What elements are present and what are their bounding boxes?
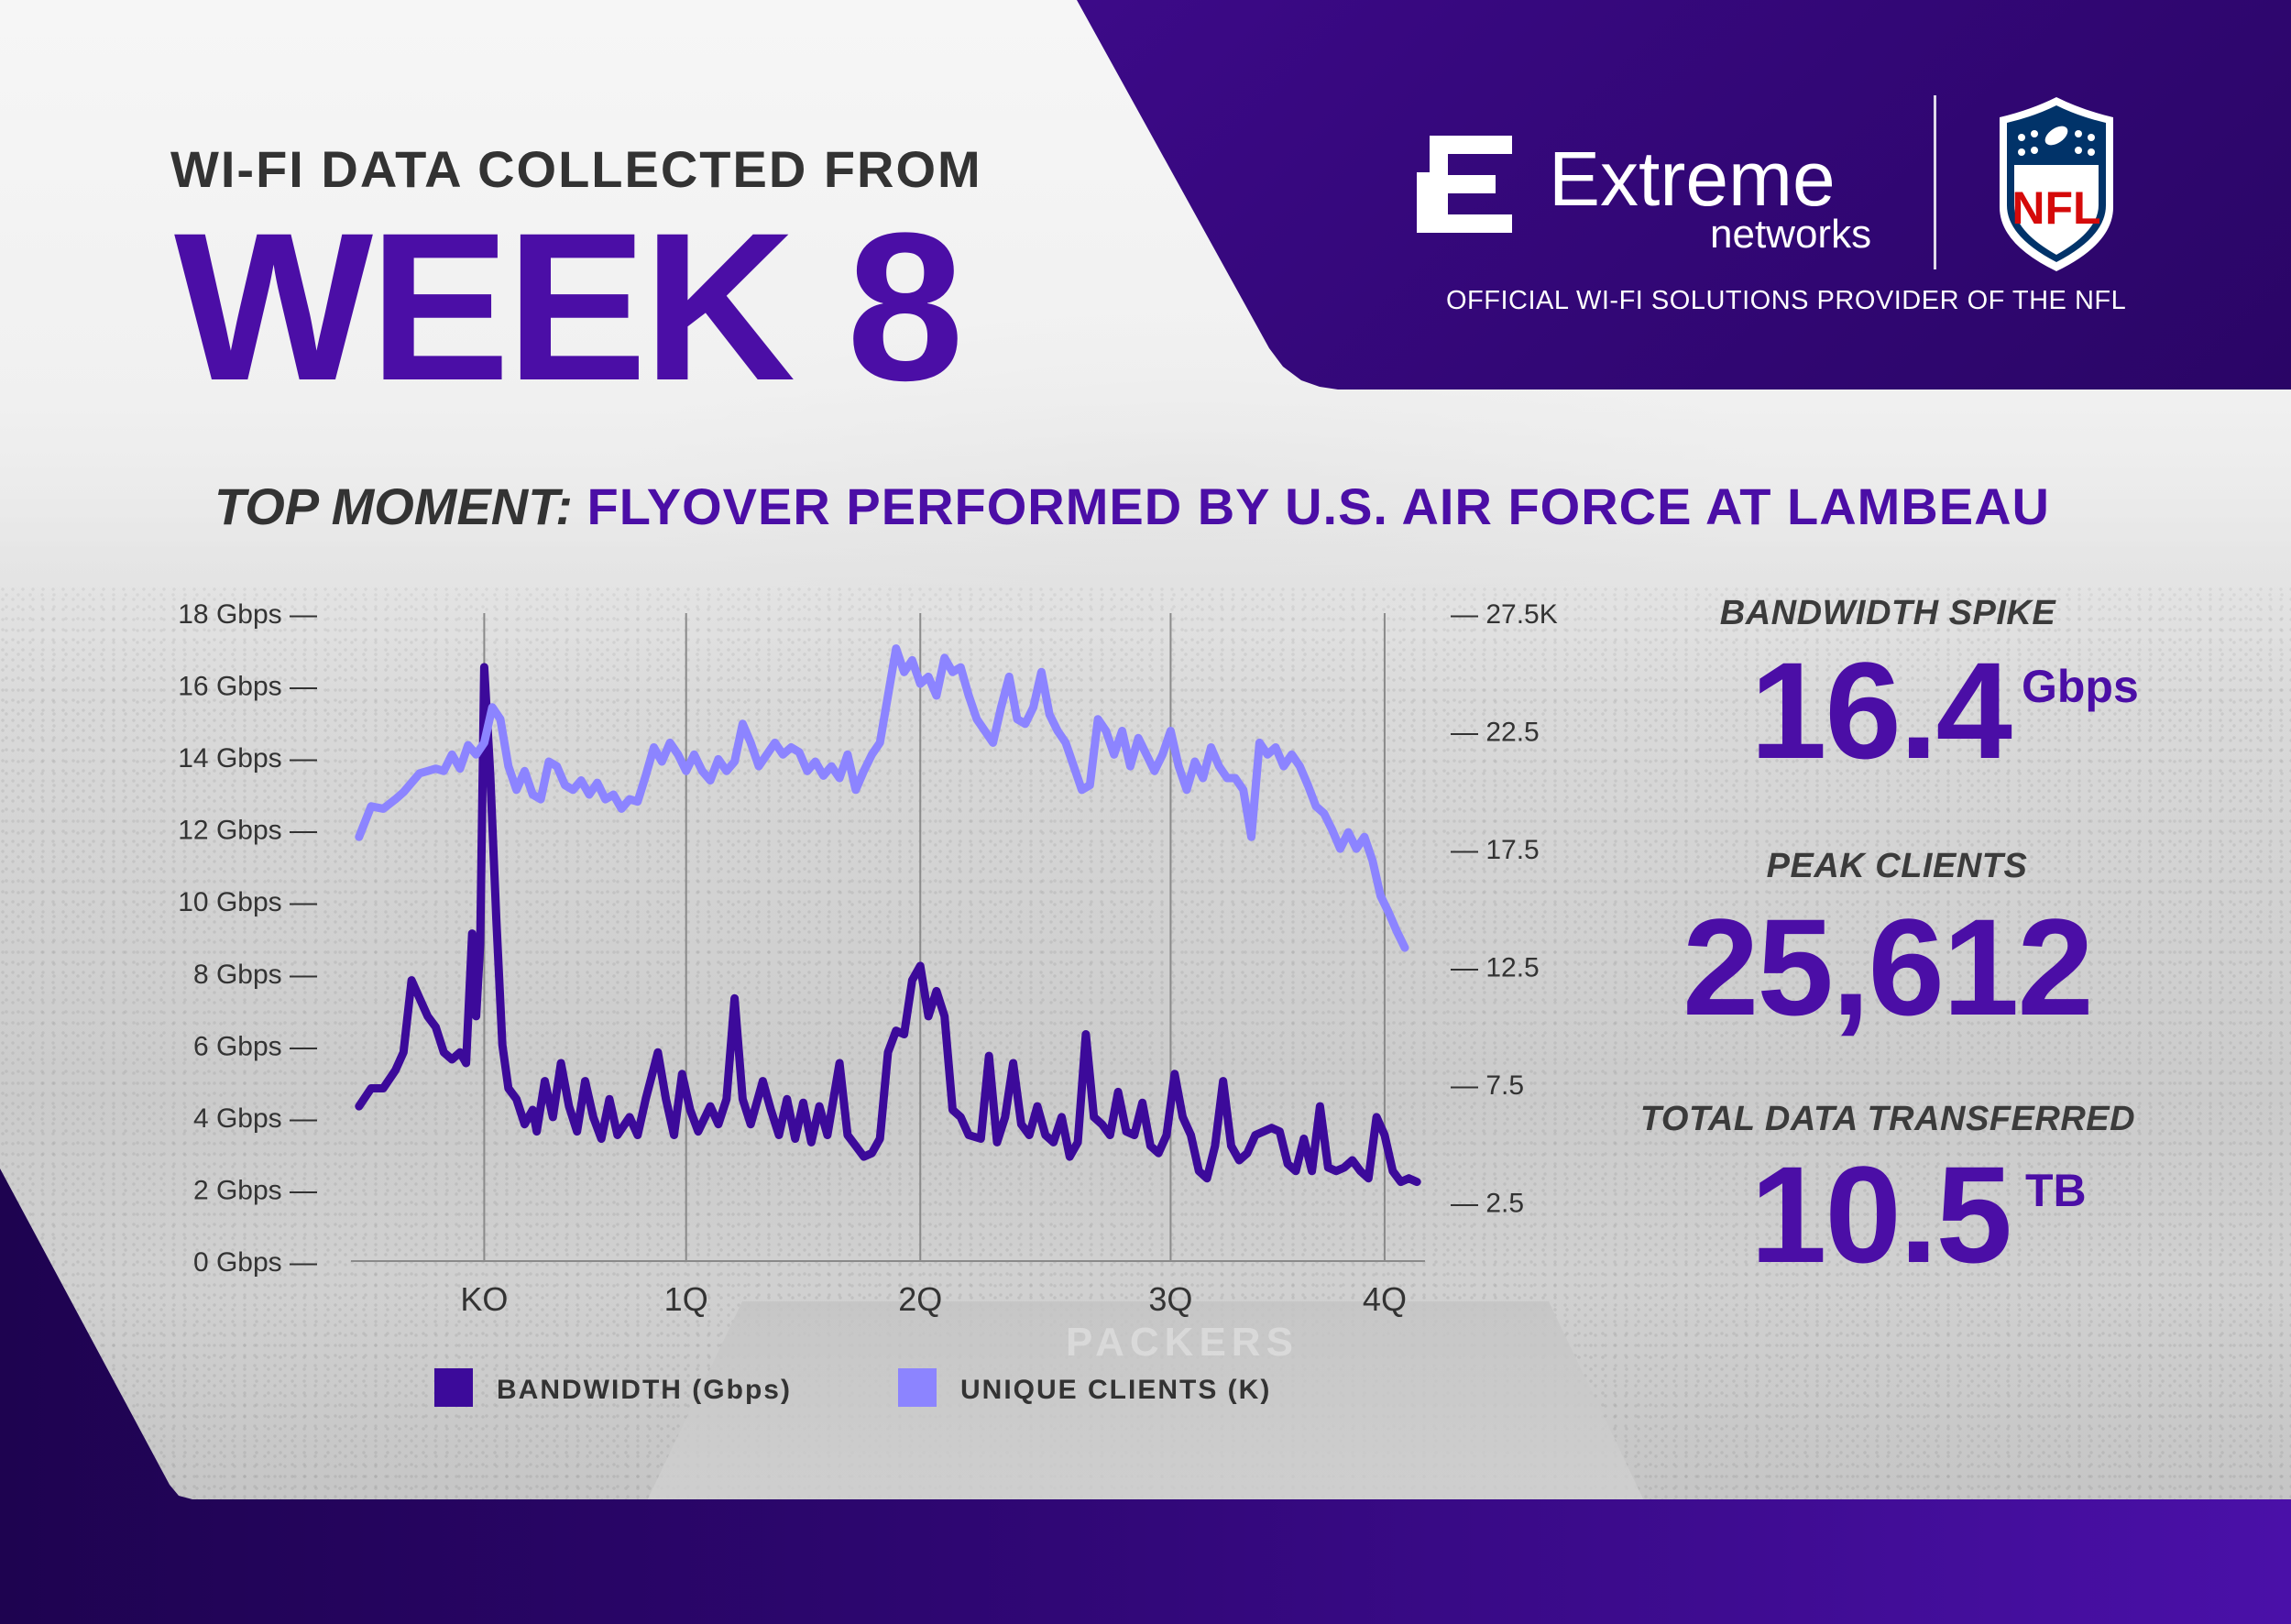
chart-series: [355, 644, 1421, 1187]
stat-unit-total-data: TB: [2025, 1165, 2087, 1216]
bandwidth-line: [355, 663, 1421, 1187]
left-tick-label: 14 Gbps —: [178, 743, 317, 774]
extreme-logo-word: Extreme: [1549, 136, 1836, 222]
right-tick-label: — 17.5: [1451, 835, 1540, 865]
top-moment-heading: TOP MOMENT: FLYOVER PERFORMED BY U.S. AI…: [214, 477, 2050, 536]
x-tick-label: 2Q: [898, 1280, 942, 1318]
clients-line: [355, 644, 1409, 952]
left-tick-label: 12 Gbps —: [178, 816, 317, 846]
left-tick-label: 2 Gbps —: [193, 1175, 317, 1205]
stat-value-total-data: 10.5: [1750, 1137, 2012, 1291]
right-tick-label: — 12.5: [1451, 953, 1540, 983]
right-tick-label: — 27.5K: [1451, 599, 1558, 630]
x-tick-label: 4Q: [1363, 1280, 1407, 1318]
stat-unit-bandwidth: Gbps: [2022, 661, 2139, 712]
left-tick-label: 6 Gbps —: [193, 1031, 317, 1061]
stat-label-peak-clients: PEAK CLIENTS: [1766, 847, 2028, 885]
top-moment-label: TOP MOMENT:: [214, 477, 573, 535]
legend-label-bandwidth: BANDWIDTH (Gbps): [497, 1375, 792, 1405]
left-tick-label: 0 Gbps —: [193, 1247, 317, 1278]
x-tick-label: KO: [460, 1280, 508, 1318]
stat-label-total-data: TOTAL DATA TRANSFERRED: [1639, 1100, 2136, 1138]
legend-swatch-clients: [898, 1368, 937, 1407]
left-tick-label: 16 Gbps —: [178, 672, 317, 702]
stat-value-bandwidth: 16.4: [1750, 633, 2012, 787]
stat-label-bandwidth: BANDWIDTH SPIKE: [1719, 594, 2056, 632]
x-tick-label: 1Q: [664, 1280, 708, 1318]
provider-tagline: OFFICIAL WI-FI SOLUTIONS PROVIDER OF THE…: [1446, 286, 2127, 315]
left-tick-label: 10 Gbps —: [178, 887, 317, 917]
legend-swatch-bandwidth: [434, 1368, 473, 1407]
week-title: WEEK 8: [174, 189, 964, 424]
left-tick-label: 8 Gbps —: [193, 960, 317, 990]
nfl-shield-icon: NFL: [2000, 97, 2113, 271]
left-tick-label: 4 Gbps —: [193, 1103, 317, 1134]
extreme-logo-sub: networks: [1710, 212, 1872, 257]
right-tick-label: — 22.5: [1451, 718, 1540, 748]
chart-axes: KO 1Q 2Q 3Q 4Q 0 Gbps — 2 Gbps — 4 Gbps — 6 Gbps…: [178, 599, 1557, 1318]
svg-text:NFL: NFL: [2011, 182, 2100, 234]
stat-value-peak-clients: 25,612: [1683, 890, 2094, 1044]
header-subtitle: WI-FI DATA COLLECTED FROM: [170, 140, 982, 198]
right-tick-label: — 7.5: [1451, 1070, 1524, 1101]
extreme-e-logo-icon: [1417, 136, 1512, 233]
logo-divider: [1934, 95, 1936, 269]
x-tick-label: 3Q: [1148, 1280, 1192, 1318]
chart-legend: BANDWIDTH (Gbps) UNIQUE CLIENTS (K): [434, 1368, 1271, 1407]
left-tick-label: 18 Gbps —: [178, 599, 317, 630]
right-tick-label: — 2.5: [1451, 1189, 1524, 1219]
legend-label-clients: UNIQUE CLIENTS (K): [960, 1375, 1271, 1405]
chart-grid: [483, 613, 1386, 1261]
top-moment-text: FLYOVER PERFORMED BY U.S. AIR FORCE AT L…: [586, 477, 2050, 535]
